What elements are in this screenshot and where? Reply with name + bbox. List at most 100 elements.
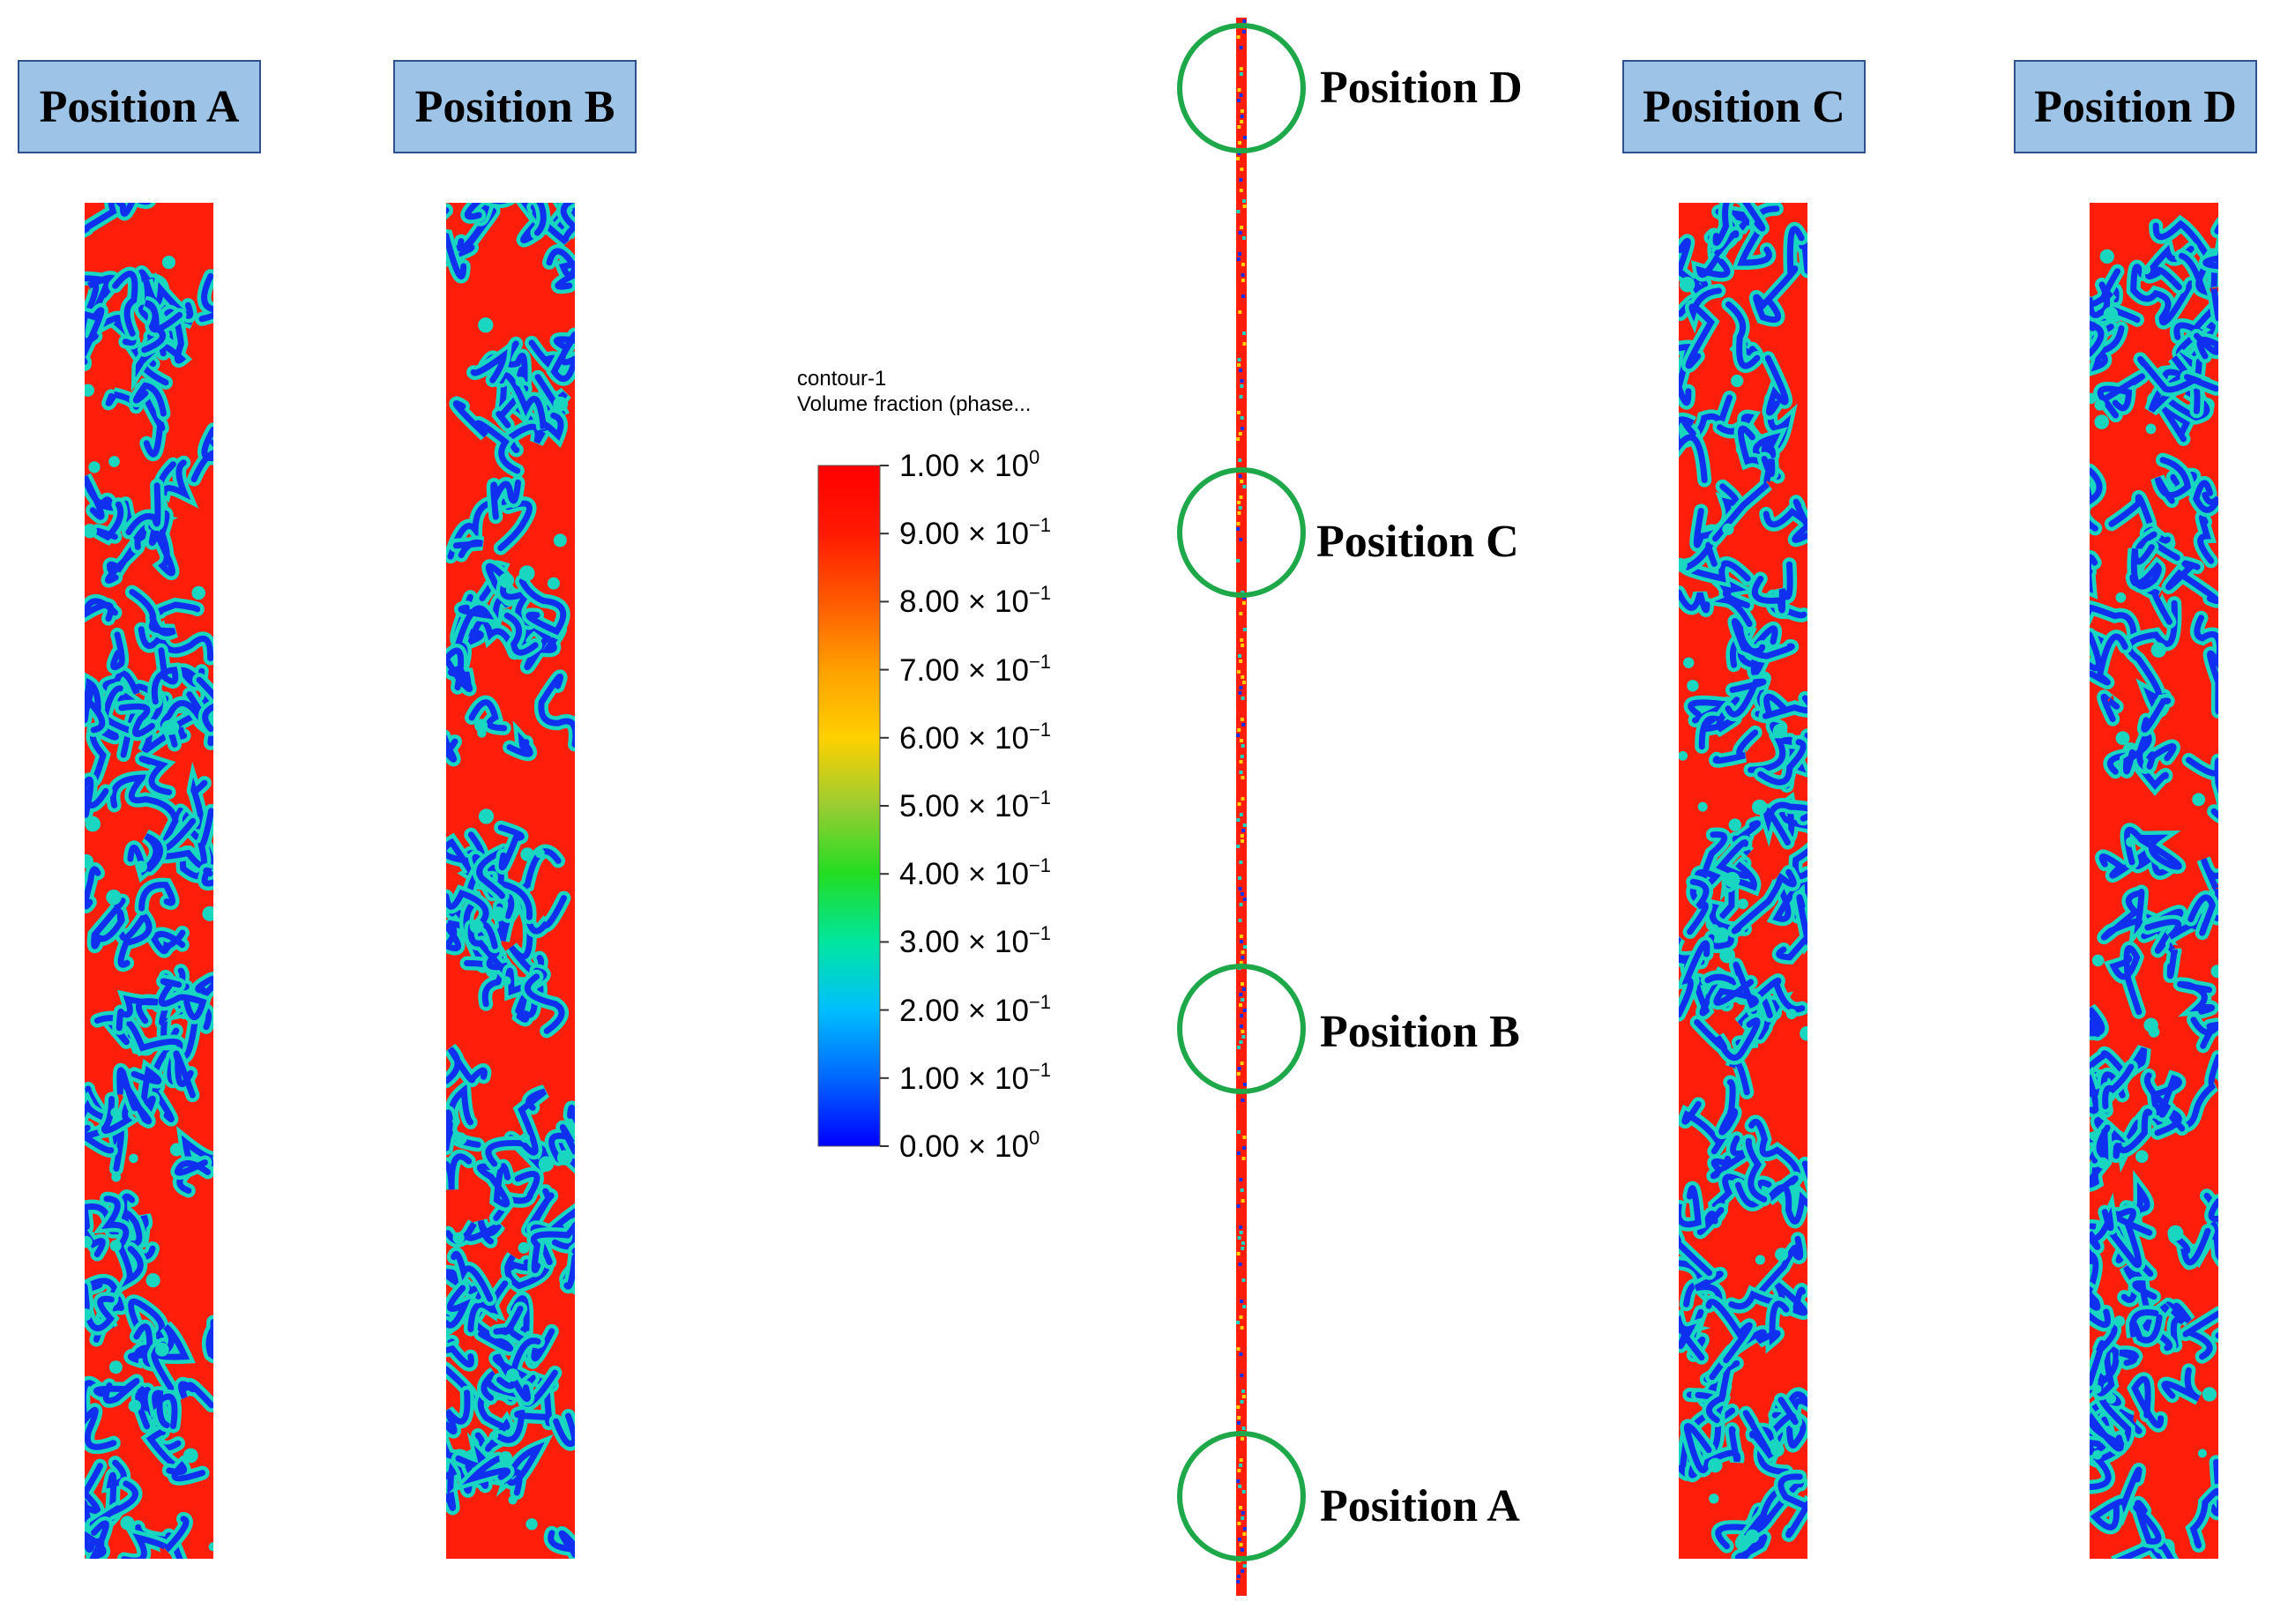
panel-tag-c: Position C (1622, 60, 1866, 153)
contour-panel-d (2090, 203, 2218, 1559)
pipe-cell (1242, 596, 1247, 600)
droplet (2115, 731, 2130, 746)
droplet (547, 577, 560, 590)
liquid-core (2194, 615, 2218, 715)
liquid-core (530, 1221, 575, 1273)
pipe-cell (1237, 511, 1241, 515)
pipe-cell (1237, 1469, 1241, 1472)
panel-tag-c-label: Position C (1643, 81, 1845, 132)
legend-tick-exponent: −1 (1028, 922, 1052, 945)
pipe-cell (1239, 395, 1243, 399)
liquid-core (1799, 236, 1807, 274)
legend-tick-mantissa: 5.00 × 10 (899, 789, 1029, 823)
liquid-core (2187, 894, 2217, 936)
legend-tick-mantissa: 4.00 × 10 (899, 857, 1029, 892)
liquid-core (497, 500, 533, 552)
liquid-core (1698, 697, 1740, 750)
legend-tick-label: 1.00 × 10−1 (899, 1060, 1051, 1094)
legend-colorbar (817, 465, 881, 1147)
pipe-cell (1242, 1146, 1247, 1150)
pipe-cell (1239, 686, 1243, 689)
droplet (120, 1516, 135, 1531)
liquid-core (452, 540, 483, 559)
pipe-cell (1241, 1427, 1246, 1430)
pipe-cell (1239, 46, 1243, 49)
liquid-core (446, 1269, 482, 1300)
pipe-marker-b-label: Position B (1320, 1007, 1520, 1057)
legend-tick-exponent: −1 (1028, 854, 1052, 877)
legend-tick-label: 5.00 × 10−1 (899, 788, 1051, 823)
pipe-cell (1240, 1188, 1244, 1192)
liquid-core (85, 866, 101, 910)
liquid-core (89, 1480, 138, 1528)
pipe-cell (1240, 1062, 1244, 1065)
liquid-core (2090, 1345, 2120, 1397)
droplet (2145, 423, 2157, 435)
liquid-core (2090, 1223, 2099, 1294)
droplet (145, 1273, 160, 1288)
pipe-cell (1238, 506, 1242, 510)
droplet (452, 1232, 465, 1244)
pipe-cell (1241, 723, 1246, 726)
droplet (135, 860, 148, 873)
pipe-cell (1239, 1024, 1243, 1028)
liquid-core (85, 776, 109, 818)
liquid-core (101, 1096, 133, 1134)
liquid-core (2102, 1063, 2135, 1110)
pipe-cell (1241, 1490, 1246, 1494)
pipe-cell (1237, 1067, 1241, 1070)
liquid-core (490, 479, 521, 520)
pipe-cell (1239, 1178, 1243, 1181)
pipe-cell (1237, 1538, 1241, 1541)
pipe-cell (1240, 226, 1244, 229)
pipe-cell (1239, 1003, 1243, 1007)
droplet (1683, 657, 1695, 668)
pipe-cell (1237, 125, 1241, 129)
legend-tick-label: 3.00 × 10−1 (899, 922, 1052, 958)
droplet (161, 719, 177, 735)
liquid-core (476, 847, 508, 899)
droplet (1731, 374, 1744, 388)
panel-tag-d-label: Position D (2034, 81, 2237, 132)
legend-tick-mantissa: 0.00 × 10 (899, 1129, 1029, 1164)
contour-panel-b (446, 203, 575, 1559)
legend-title-line1: contour-1 (797, 367, 887, 391)
liquid-core (550, 332, 575, 383)
pipe-cell (1236, 1580, 1241, 1583)
liquid-core (1703, 1360, 1740, 1424)
pipe-cell (1242, 1136, 1247, 1139)
liquid-core (1718, 1079, 1739, 1136)
liquid-core (110, 631, 125, 671)
liquid-core (497, 824, 525, 871)
pipe-marker-c-label: Position C (1316, 517, 1519, 567)
droplet (488, 1431, 499, 1441)
liquid-core (85, 1203, 113, 1257)
droplet (2092, 1449, 2103, 1460)
droplet (2148, 1026, 2160, 1038)
liquid-core (2109, 944, 2143, 1016)
liquid-core (1710, 1135, 1753, 1180)
legend-tick-label: 1.00 × 100 (899, 448, 1040, 482)
pipe-cell (1239, 72, 1243, 76)
liquid-core (2190, 1017, 2218, 1049)
liquid-core (2208, 1198, 2218, 1261)
pipe-cell (1236, 818, 1241, 822)
liquid-core (1716, 839, 1757, 891)
pipe-cell (1240, 1300, 1244, 1303)
pipe-cell (1239, 1464, 1243, 1467)
legend-title: contour-1 Volume fraction (phase... (797, 367, 1031, 418)
droplet (1775, 1248, 1789, 1262)
droplet (110, 1107, 121, 1118)
droplet (88, 461, 101, 473)
droplet (538, 1156, 555, 1172)
liquid-core (1679, 940, 1710, 1018)
droplet (1687, 680, 1699, 692)
pipe-cell (1242, 681, 1247, 684)
legend-tick-exponent: 0 (1028, 1127, 1040, 1149)
pipe-cell (1240, 755, 1244, 758)
pipe-contour (1236, 18, 1247, 1596)
legend-tick-label: 7.00 × 10−1 (899, 652, 1051, 686)
pipe-cell (1241, 644, 1245, 647)
liquid-core (183, 777, 213, 875)
liquid-core (493, 1171, 540, 1222)
